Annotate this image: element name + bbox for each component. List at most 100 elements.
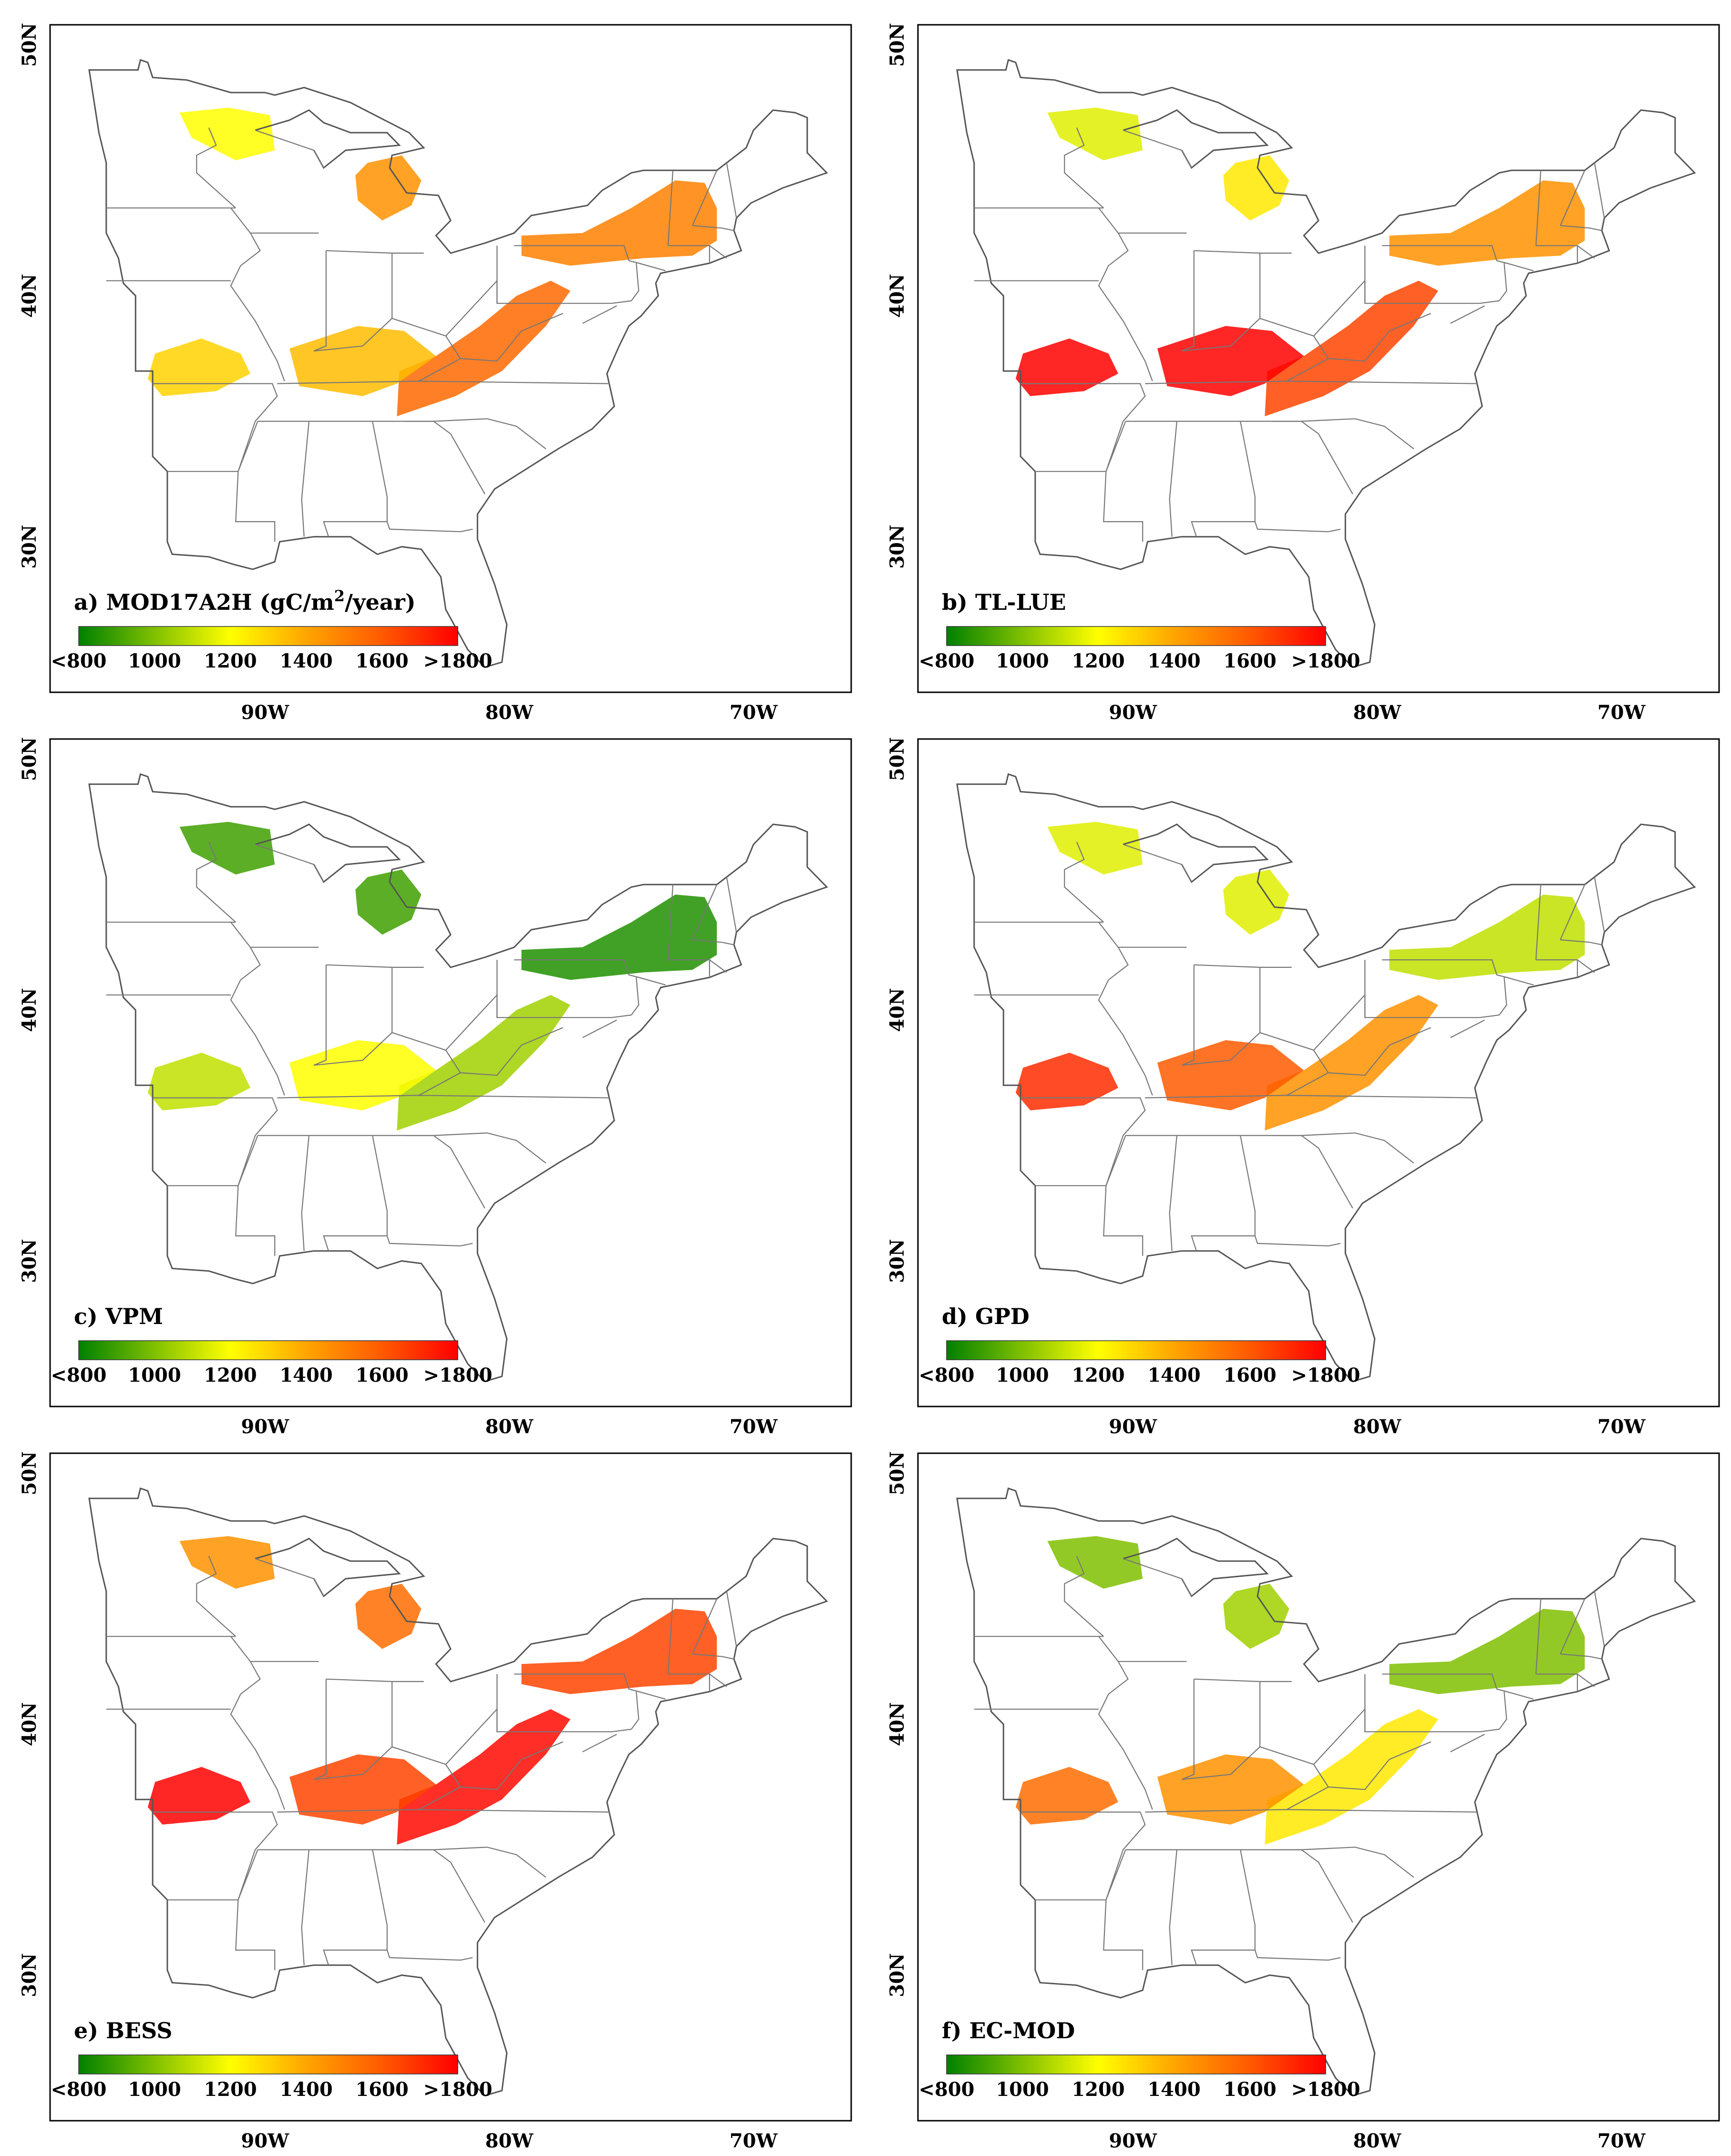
state-border: [314, 1032, 461, 1073]
state-border: [1560, 939, 1602, 945]
state-border: [313, 965, 327, 1066]
state-border: [418, 1741, 564, 1810]
panel-title: c) VPM: [74, 1304, 163, 1329]
state-border: [692, 225, 734, 231]
state-border: [1560, 225, 1602, 231]
map-panel-b: 50N 40N 30N 90W 80W 70W b) TL-LUE <800 1000 1200 1…: [886, 23, 1720, 724]
lat-tick-label: 30N: [886, 525, 908, 569]
state-border: [709, 959, 727, 973]
state-border: [1450, 305, 1485, 324]
coastline: [88, 773, 828, 1383]
state-border: [1286, 1741, 1432, 1810]
lat-tick-label: 30N: [886, 1953, 908, 1997]
lon-tick-label: 70W: [1597, 701, 1646, 724]
state-border: [1560, 1598, 1586, 1654]
gpp-region-upper-midwest: [179, 107, 275, 161]
colorbar-tick-label: 1600: [1223, 2078, 1276, 2101]
gpp-region-central-appalachia: [1265, 1709, 1438, 1845]
colorbar-tick-label: 1200: [204, 1364, 257, 1386]
colorbar-tick-label: 1000: [996, 2078, 1049, 2101]
gpp-region-central-appalachia: [397, 280, 570, 417]
lat-tick-label: 50N: [886, 737, 908, 781]
lat-tick-label: 30N: [886, 1239, 908, 1283]
state-border: [1145, 1095, 1477, 1099]
state-border: [196, 127, 237, 209]
state-border: [1169, 421, 1177, 537]
map-panel-c: 50N 40N 30N 90W 80W 70W c) VPM <800 1000 1200 1400…: [18, 737, 852, 1438]
state-border: [1382, 959, 1534, 986]
state-border: [1382, 245, 1534, 271]
gpp-region-ozarks: [147, 1766, 250, 1825]
panel-title: a) MOD17A2H (gC/m2/year): [74, 587, 416, 615]
colorbar-tick-label: 1400: [279, 650, 332, 672]
state-border: [1098, 207, 1153, 381]
state-border: [631, 263, 639, 301]
lon-tick-label: 90W: [241, 1416, 289, 1438]
state-border: [1499, 1691, 1507, 1730]
state-border: [277, 1809, 609, 1813]
state-border: [1301, 1135, 1353, 1209]
state-border: [196, 1556, 237, 1637]
coastline-upper-michigan: [255, 109, 401, 169]
state-border: [667, 884, 674, 960]
colorbar-tick-label: 1200: [204, 650, 257, 672]
state-border: [433, 1849, 485, 1923]
lat-tick-label: 50N: [886, 1451, 908, 1495]
coastline: [956, 1487, 1696, 2097]
panel-title: f) EC-MOD: [942, 2018, 1075, 2043]
state-border: [313, 250, 327, 352]
state-border: [326, 964, 392, 968]
state-border: [433, 1135, 485, 1209]
gpp-region-central-appalachia: [1265, 280, 1438, 417]
map-panel-a: 50N 40N 30N 90W 80W 70W a) MOD17A2H (gC/m2/yea…: [18, 23, 852, 724]
state-border: [1182, 1746, 1329, 1787]
state-border: [709, 1673, 727, 1687]
lon-tick-label: 90W: [1109, 2130, 1157, 2152]
state-border: [1169, 1135, 1177, 1251]
state-border: [255, 1558, 324, 1597]
colorbar-tick-label: >1800: [1291, 650, 1360, 672]
state-border: [1535, 1599, 1542, 1674]
state-border: [1499, 263, 1507, 301]
state-border: [433, 421, 485, 494]
lon-tick-label: 70W: [730, 1416, 778, 1438]
gpp-region-michigan: [1223, 1583, 1289, 1649]
colorbar-tick-label: >1800: [423, 2078, 493, 2101]
lon-tick-label: 80W: [485, 701, 534, 724]
gpp-region-ozarks: [147, 1052, 250, 1110]
colorbar-tick-label: 1200: [1072, 2078, 1124, 2101]
state-border: [726, 1591, 737, 1647]
map-panel-f: 50N 40N 30N 90W 80W 70W f) EC-MOD <800 1000 1200 1…: [886, 1451, 1720, 2152]
state-border: [1272, 418, 1414, 450]
colorbar-tick-label: 1600: [355, 1364, 408, 1386]
state-border: [301, 421, 309, 537]
gpp-region-ozarks: [147, 338, 250, 396]
lat-tick-label: 40N: [886, 988, 908, 1032]
state-border: [1450, 1019, 1485, 1038]
gpp-region-michigan: [355, 1583, 422, 1649]
state-border: [255, 130, 324, 168]
state-border: [1535, 884, 1542, 960]
gpp-region-upper-midwest: [1047, 821, 1143, 875]
state-border: [1098, 922, 1153, 1096]
state-border: [404, 418, 546, 450]
lon-tick-label: 70W: [1597, 2130, 1646, 2152]
state-border: [514, 959, 666, 986]
state-border: [313, 1679, 327, 1780]
lon-tick-label: 80W: [485, 2130, 534, 2152]
state-border: [1103, 1849, 1144, 1971]
state-border: [1064, 1556, 1104, 1637]
coastline-upper-michigan: [255, 823, 401, 883]
lon-tick-label: 80W: [1353, 2130, 1402, 2152]
state-border: [1594, 1591, 1605, 1647]
state-border: [1123, 130, 1192, 168]
state-border: [692, 170, 718, 226]
state-border: [1020, 1097, 1146, 1186]
state-border: [1499, 977, 1507, 1016]
state-border: [514, 1673, 666, 1700]
colorbar-tick-label: 1400: [1147, 650, 1200, 672]
state-border: [1123, 844, 1192, 883]
lon-tick-label: 90W: [241, 2130, 289, 2152]
state-border: [1145, 1809, 1477, 1813]
